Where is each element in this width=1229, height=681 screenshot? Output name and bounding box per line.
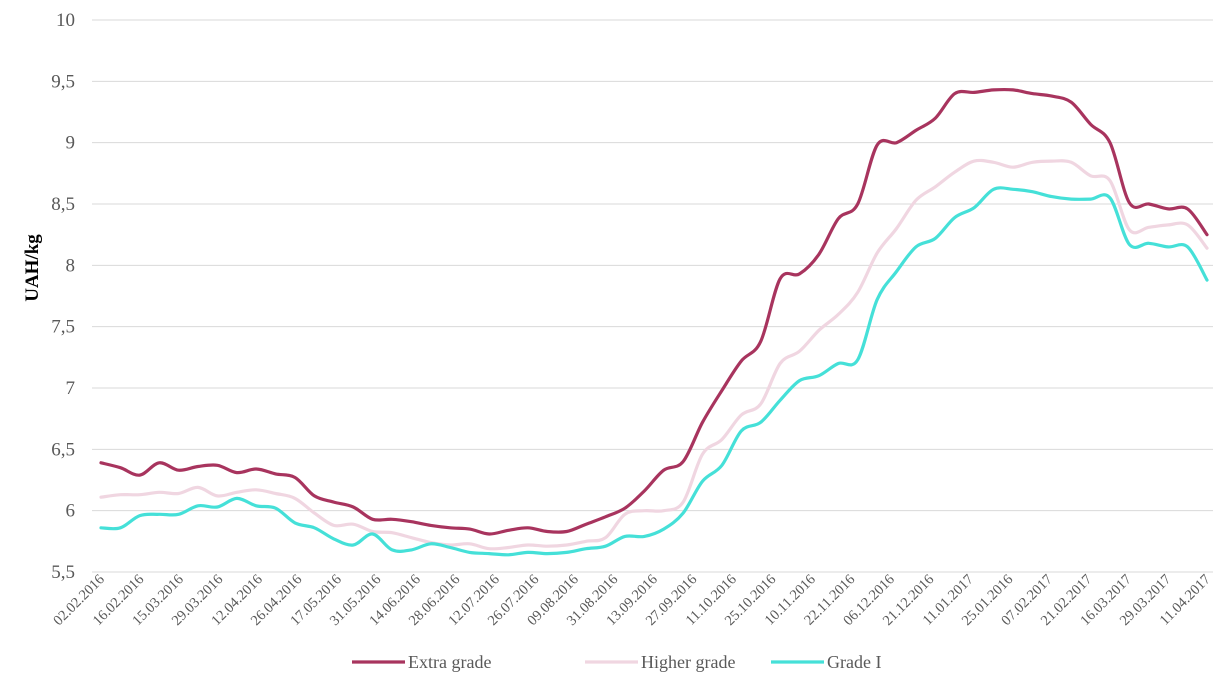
legend: Extra grade Higher grade Grade I: [352, 652, 881, 672]
series-lines: [99, 87, 1209, 557]
series-line-extra-grade: [99, 87, 1209, 536]
y-axis-label: UAH/kg: [22, 234, 43, 302]
x-axis-ticks: 02.02.201616.02.201615.03.201629.03.2016…: [50, 572, 1213, 629]
y-tick-label: 9: [66, 133, 76, 154]
series-line-grade-i: [99, 186, 1209, 557]
y-tick-label: 8,5: [51, 194, 75, 215]
y-tick-label: 9,5: [51, 71, 75, 92]
y-tick-label: 10: [56, 10, 75, 31]
y-tick-label: 8: [66, 255, 76, 276]
y-tick-label: 6: [66, 501, 76, 522]
y-axis-ticks: 5,5 6 6,5 7 7,5 8 8,5 9 9,5 10: [51, 10, 75, 583]
series-line-higher-grade: [99, 158, 1209, 551]
y-tick-label: 7: [66, 378, 76, 399]
y-tick-label: 7,5: [51, 317, 75, 338]
y-tick-label: 6,5: [51, 439, 75, 460]
legend-label-extra-grade: Extra grade: [408, 652, 491, 672]
legend-label-higher-grade: Higher grade: [641, 652, 735, 672]
legend-label-grade-i: Grade I: [827, 652, 881, 672]
y-tick-label: 5,5: [51, 562, 75, 583]
